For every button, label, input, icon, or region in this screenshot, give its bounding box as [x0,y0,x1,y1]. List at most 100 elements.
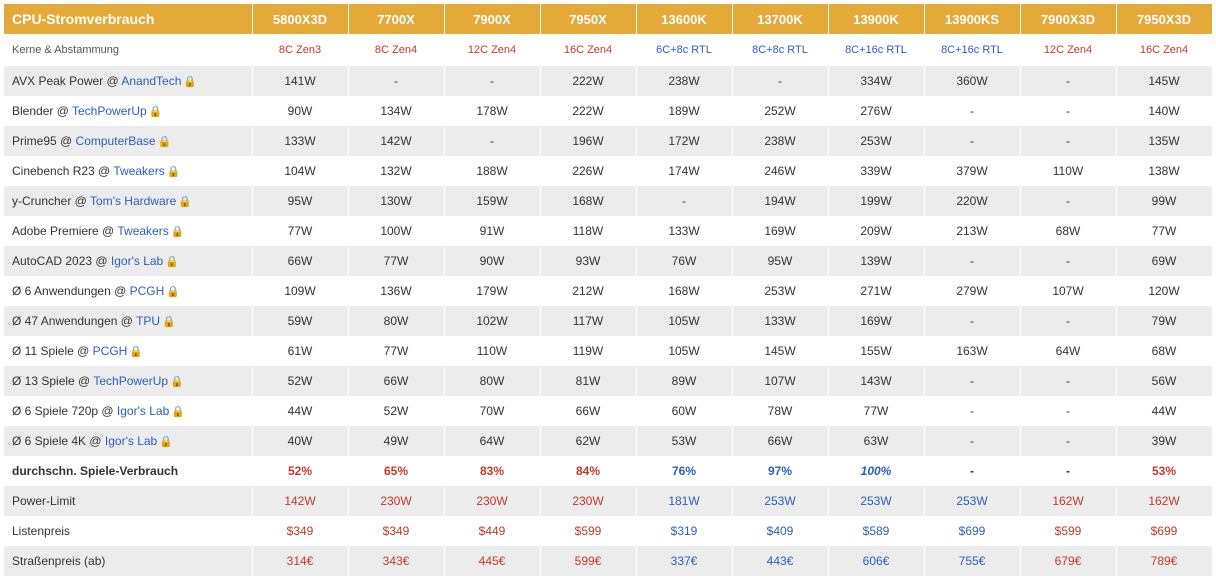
data-cell: 339W [828,156,924,186]
table-row: Ø 6 Anwendungen @ PCGH🔒109W136W179W212W1… [4,276,1212,306]
data-cell: 99W [1116,186,1212,216]
data-cell: 120W [1116,276,1212,306]
data-cell: 68W [1116,336,1212,366]
data-cell: 117W [540,306,636,336]
data-cell: 162W [1116,486,1212,516]
row-label: Adobe Premiere @ Tweakers🔒 [4,216,252,246]
lock-icon: 🔒 [178,196,192,208]
data-cell: 39W [1116,426,1212,456]
lock-icon: 🔒 [149,106,163,118]
table-row: Power-Limit142W230W230W230W181W253W253W2… [4,486,1212,516]
data-cell: $349 [348,516,444,546]
data-cell: 169W [828,306,924,336]
data-cell: - [348,66,444,96]
header-col-6: 13900K [828,4,924,34]
data-cell: 132W [348,156,444,186]
data-cell: 337€ [636,546,732,576]
source-link[interactable]: TPU [136,314,160,328]
source-link[interactable]: ComputerBase [76,134,156,148]
data-cell: 196W [540,126,636,156]
data-cell: - [1020,456,1116,486]
data-cell: 80W [444,366,540,396]
data-cell: 60W [636,396,732,426]
data-cell: 109W [252,276,348,306]
data-cell: 53W [636,426,732,456]
source-link[interactable]: Igor's Lab [117,404,169,418]
data-cell: 134W [348,96,444,126]
source-link[interactable]: TechPowerUp [93,374,168,388]
source-link[interactable]: PCGH [130,284,165,298]
data-cell: - [444,126,540,156]
data-cell: 606€ [828,546,924,576]
data-cell: - [924,126,1020,156]
header-col-7: 13900KS [924,4,1020,34]
source-link[interactable]: Tweakers [113,164,164,178]
source-link[interactable]: Tweakers [117,224,168,238]
row-label-text: Ø 6 Anwendungen @ [12,284,130,298]
data-cell: 64W [444,426,540,456]
data-cell: 253W [828,486,924,516]
data-cell: 44W [1116,396,1212,426]
data-cell: 97% [732,456,828,486]
data-cell: 168W [540,186,636,216]
data-cell: 90W [252,96,348,126]
data-cell: 178W [444,96,540,126]
data-cell: 63W [828,426,924,456]
data-cell: 76W [636,246,732,276]
source-link[interactable]: Igor's Lab [105,434,157,448]
data-cell: 130W [348,186,444,216]
source-link[interactable]: Igor's Lab [111,254,163,268]
row-label-text: Ø 6 Spiele 4K @ [12,434,105,448]
table-row: AutoCAD 2023 @ Igor's Lab🔒66W77W90W93W76… [4,246,1212,276]
data-cell: 78W [732,396,828,426]
data-cell: 44W [252,396,348,426]
lock-icon: 🔒 [183,76,197,88]
data-cell: - [924,366,1020,396]
data-cell: 789€ [1116,546,1212,576]
source-link[interactable]: TechPowerUp [72,104,147,118]
row-label: Power-Limit [4,486,252,516]
data-cell: 107W [732,366,828,396]
data-cell: 143W [828,366,924,396]
data-cell: - [1020,396,1116,426]
data-cell: - [1020,306,1116,336]
row-label-text: Blender @ [12,104,72,118]
header-col-2: 7900X [444,4,540,34]
data-cell: 755€ [924,546,1020,576]
data-cell: 95W [732,246,828,276]
data-cell: $699 [924,516,1020,546]
table-row: Ø 11 Spiele @ PCGH🔒61W77W110W119W105W145… [4,336,1212,366]
row-label: Blender @ TechPowerUp🔒 [4,96,252,126]
row-label: Ø 6 Spiele 720p @ Igor's Lab🔒 [4,396,252,426]
data-cell: 314€ [252,546,348,576]
data-cell: - [732,66,828,96]
data-cell: 194W [732,186,828,216]
lock-icon: 🔒 [129,346,143,358]
data-cell: 230W [348,486,444,516]
lock-icon: 🔒 [171,226,185,238]
lock-icon: 🔒 [158,136,172,148]
data-cell: - [1020,126,1116,156]
data-cell: - [924,456,1020,486]
data-cell: 100% [828,456,924,486]
row-label: durchschn. Spiele-Verbrauch [4,456,252,486]
data-cell: 343€ [348,546,444,576]
source-link[interactable]: PCGH [93,344,128,358]
data-cell: 100W [348,216,444,246]
data-cell: 141W [252,66,348,96]
data-cell: 253W [924,486,1020,516]
data-cell: $599 [540,516,636,546]
source-link[interactable]: AnandTech [121,74,181,88]
data-cell: 104W [252,156,348,186]
data-cell: 77W [252,216,348,246]
subheader-cell-0: 8C Zen3 [252,34,348,66]
data-cell: 133W [732,306,828,336]
data-cell: 110W [1020,156,1116,186]
table-row: Prime95 @ ComputerBase🔒133W142W-196W172W… [4,126,1212,156]
header-col-9: 7950X3D [1116,4,1212,34]
row-label: Listenpreis [4,516,252,546]
row-label-text: AutoCAD 2023 @ [12,254,111,268]
data-cell: $449 [444,516,540,546]
data-cell: 181W [636,486,732,516]
source-link[interactable]: Tom's Hardware [90,194,176,208]
